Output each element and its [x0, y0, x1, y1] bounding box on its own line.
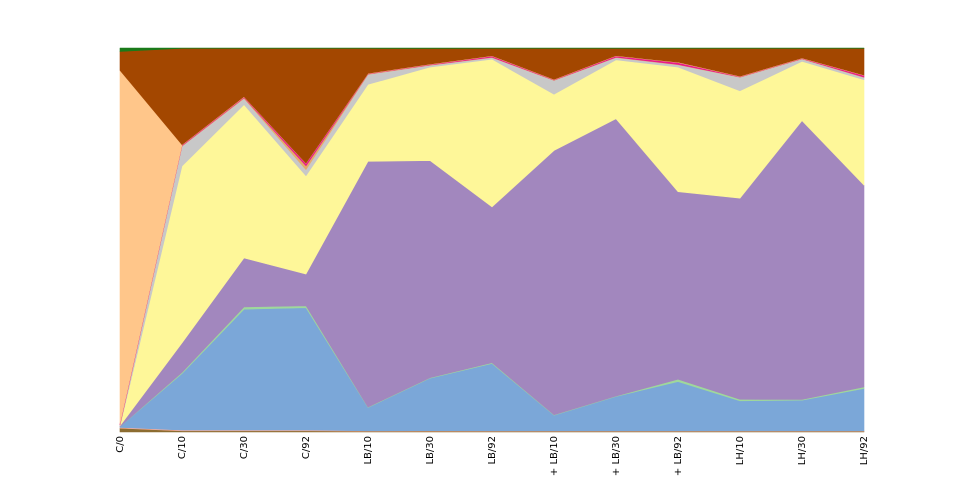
x-tick-label: + LB/92: [673, 436, 684, 476]
x-tick-label: LB/92: [487, 436, 498, 465]
x-tick-label: LB/30: [425, 436, 436, 465]
x-tick-label: C/92: [301, 436, 312, 459]
area-series-group: [119, 47, 865, 433]
x-tick-label: C/30: [239, 436, 250, 459]
x-tick-label: C/0: [115, 436, 126, 453]
x-tick-label: LB/10: [363, 436, 374, 465]
x-axis-tick-labels: C/0 C/10 C/30 C/92 LB/10 LB/30 LB/92 + LB/10 + L…: [115, 436, 870, 476]
x-tick-label: + LB/30: [611, 436, 622, 476]
area-series-12: [119, 47, 865, 52]
x-tick-label: LH/92: [859, 436, 870, 465]
x-tick-label: LH/30: [797, 436, 808, 465]
x-tick-label: + LB/10: [549, 436, 560, 476]
x-tick-label: LH/10: [735, 436, 746, 465]
x-tick-label: C/10: [177, 436, 188, 459]
